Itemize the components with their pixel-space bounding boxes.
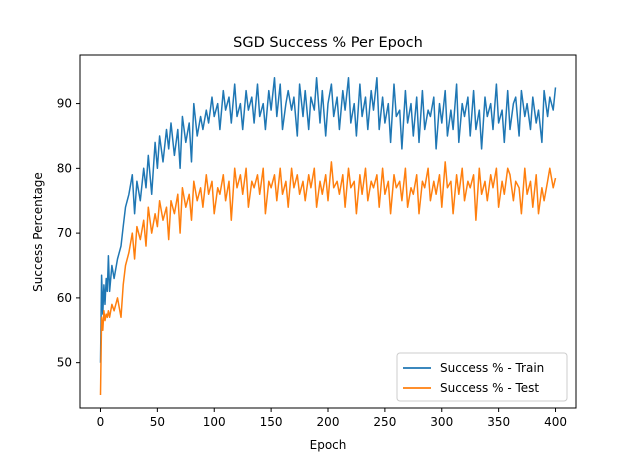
y-axis-ticks: 50 60 70 80 90 — [57, 97, 80, 370]
series-line-test — [99, 161, 557, 396]
x-tick-label: 100 — [203, 415, 226, 429]
x-tick-label: 200 — [317, 415, 340, 429]
x-axis-label: Epoch — [310, 438, 347, 452]
y-tick-label: 80 — [57, 161, 72, 175]
x-tick-label: 50 — [150, 415, 165, 429]
y-tick-label: 90 — [57, 97, 72, 111]
series-line-train — [99, 76, 557, 363]
series-lines — [99, 76, 557, 396]
legend: Success % - Train Success % - Test — [396, 352, 568, 402]
legend-box — [396, 352, 568, 402]
x-tick-label: 300 — [430, 415, 453, 429]
legend-label-test: Success % - Test — [440, 381, 539, 395]
x-tick-label: 0 — [97, 415, 105, 429]
x-axis-ticks: 0 50 100 150 200 250 300 350 400 — [97, 408, 567, 429]
legend-label-train: Success % - Train — [440, 361, 544, 375]
y-tick-label: 50 — [57, 356, 72, 370]
chart-title: SGD Success % Per Epoch — [233, 35, 423, 51]
x-tick-label: 150 — [260, 415, 283, 429]
x-tick-label: 350 — [487, 415, 510, 429]
plot-frame — [79, 54, 577, 409]
x-tick-label: 250 — [373, 415, 396, 429]
y-tick-label: 70 — [57, 226, 72, 240]
x-tick-label: 400 — [544, 415, 567, 429]
y-axis-label: Success Percentage — [31, 172, 45, 292]
y-tick-label: 60 — [57, 291, 72, 305]
